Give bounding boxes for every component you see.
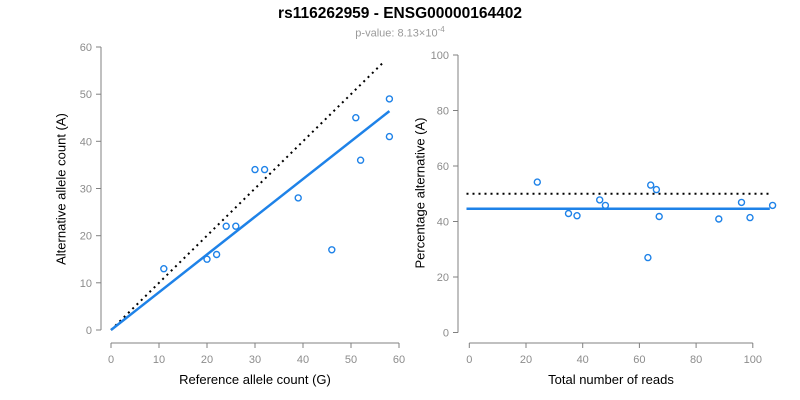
y-tick-label: 30 (80, 184, 92, 196)
data-point (715, 215, 723, 223)
data-point (573, 211, 581, 220)
x-tick-label: 100 (744, 354, 762, 366)
left-xaxis-title: Reference allele count (G) (179, 372, 331, 387)
x-tick-label: 20 (520, 354, 532, 366)
x-tick-label: 40 (297, 354, 309, 366)
y-tick-label: 20 (437, 272, 449, 284)
x-axis: 0 20 40 60 80 100 (466, 342, 762, 366)
identity-line (110, 60, 386, 331)
y-tick-label: 40 (80, 136, 92, 148)
y-tick-label: 80 (437, 106, 449, 118)
y-tick-label: 100 (431, 50, 449, 62)
y-tick-label: 40 (437, 217, 449, 229)
x-tick-label: 0 (108, 354, 114, 366)
data-point (232, 222, 240, 230)
pvalue-text: p-value: 8.13×10 (355, 27, 438, 40)
data-point (644, 253, 652, 262)
data-point (251, 165, 259, 174)
data-point (647, 181, 655, 189)
data-point (737, 198, 746, 207)
x-tick-label: 10 (153, 354, 165, 366)
y-tick-label: 60 (437, 161, 449, 173)
data-point (385, 132, 394, 141)
data-point (260, 165, 269, 174)
x-tick-label: 40 (577, 354, 589, 366)
x-axis: 0 10 20 30 40 50 60 (108, 342, 405, 366)
y-tick-label: 0 (86, 325, 92, 337)
data-point (222, 222, 230, 230)
data-point (655, 212, 663, 221)
data-point (203, 255, 211, 263)
data-point (160, 265, 168, 273)
data-point (352, 113, 360, 122)
x-tick-label: 0 (466, 354, 472, 366)
data-points (160, 95, 394, 273)
y-tick-label: 0 (443, 328, 449, 340)
data-point (212, 250, 221, 259)
data-point (328, 246, 336, 254)
data-point (356, 156, 365, 164)
x-tick-label: 20 (201, 354, 213, 366)
y-tick-label: 60 (80, 42, 92, 54)
data-points (533, 178, 777, 262)
data-point (652, 185, 661, 194)
pvalue-exponent: -4 (437, 25, 445, 34)
data-point (746, 213, 754, 222)
x-tick-label: 50 (345, 354, 357, 366)
y-tick-label: 50 (80, 89, 92, 101)
data-point (385, 95, 394, 103)
data-point (294, 194, 302, 202)
right-xaxis-title: Total number of reads (548, 372, 674, 387)
x-tick-label: 60 (393, 354, 405, 366)
data-point (768, 201, 777, 210)
figure-title: rs116262959 - ENSG00000164402 (278, 5, 522, 22)
x-tick-label: 30 (249, 354, 261, 366)
y-axis: 0 20 40 60 80 100 (431, 50, 459, 340)
left-yaxis-title: Alternative allele count (A) (53, 113, 69, 265)
y-tick-label: 20 (80, 231, 92, 243)
data-point (564, 209, 573, 218)
x-tick-label: 60 (633, 354, 645, 366)
x-tick-label: 80 (690, 354, 702, 366)
y-axis: 0 10 20 30 40 50 60 (80, 42, 102, 337)
figure-subtitle: p-value: 8.13×10-4 (0, 25, 800, 40)
data-point (533, 178, 541, 186)
regression-line (110, 110, 391, 331)
data-point (596, 196, 604, 204)
data-point (601, 201, 610, 210)
y-tick-label: 10 (80, 278, 92, 290)
right-yaxis-title: Percentage alternative (A) (412, 117, 428, 269)
